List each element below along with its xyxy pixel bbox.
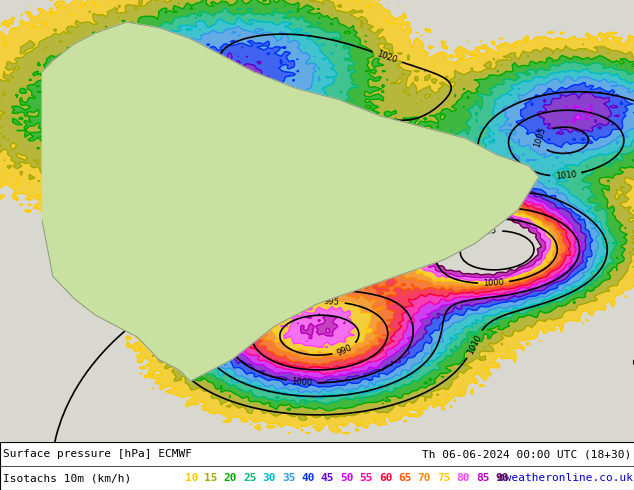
Text: 60: 60: [378, 473, 392, 483]
Text: Th 06-06-2024 00:00 UTC (18+30): Th 06-06-2024 00:00 UTC (18+30): [422, 449, 631, 459]
Text: 45: 45: [321, 473, 334, 483]
Text: 30: 30: [262, 473, 276, 483]
Text: 1005: 1005: [334, 274, 355, 283]
Text: 25: 25: [243, 473, 257, 483]
Text: 1010: 1010: [555, 170, 577, 181]
Text: 20: 20: [224, 473, 237, 483]
Polygon shape: [42, 22, 539, 381]
Text: 40: 40: [301, 473, 314, 483]
Text: 1005: 1005: [533, 126, 548, 149]
Text: 1020: 1020: [188, 250, 211, 266]
Text: 995: 995: [481, 226, 498, 237]
Text: 1010: 1010: [466, 333, 483, 356]
Text: 75: 75: [437, 473, 451, 483]
Text: 1015: 1015: [431, 179, 454, 195]
Text: 90: 90: [495, 473, 508, 483]
Text: 55: 55: [359, 473, 373, 483]
Text: 995: 995: [324, 297, 340, 307]
Text: 50: 50: [340, 473, 354, 483]
Text: 1020: 1020: [376, 49, 399, 65]
Text: 35: 35: [282, 473, 295, 483]
Text: 70: 70: [418, 473, 431, 483]
Text: Isotachs 10m (km/h): Isotachs 10m (km/h): [3, 473, 131, 483]
Text: 65: 65: [398, 473, 411, 483]
Text: 1000: 1000: [291, 377, 313, 388]
Text: 15: 15: [204, 473, 217, 483]
Text: 990: 990: [336, 343, 354, 357]
Text: ©weatheronline.co.uk: ©weatheronline.co.uk: [498, 473, 633, 483]
Polygon shape: [42, 22, 539, 381]
Text: 80: 80: [456, 473, 470, 483]
Text: Surface pressure [hPa] ECMWF: Surface pressure [hPa] ECMWF: [3, 449, 192, 459]
Text: 85: 85: [476, 473, 489, 483]
Text: 1000: 1000: [483, 278, 504, 288]
Text: 10: 10: [185, 473, 198, 483]
